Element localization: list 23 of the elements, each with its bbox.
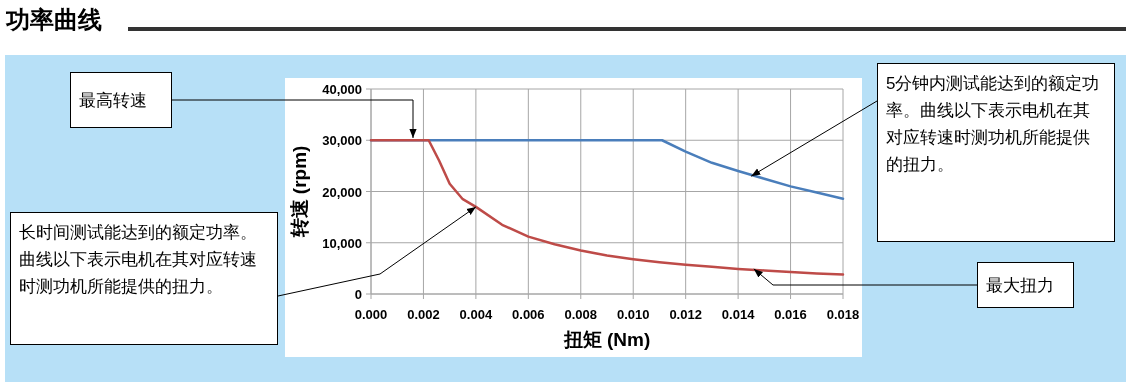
y-tick-label: 40,000 xyxy=(322,82,362,97)
annotation: 5分钟内测试能达到的额定功率。曲线以下表示电机在其对应转速时测功机所能提供的扭力。 xyxy=(877,63,1115,242)
text: 功率曲线 xyxy=(5,6,102,33)
x-tick-label: 0.016 xyxy=(774,307,807,322)
y-tick-label: 30,000 xyxy=(322,133,362,149)
x-tick-label: 0.010 xyxy=(616,307,650,322)
annotation: 最大扭力 xyxy=(977,262,1074,308)
x-tick-label: 0.004 xyxy=(459,307,493,322)
y-tick-label: 10,000 xyxy=(322,235,362,251)
x-tick-label: 0.012 xyxy=(669,307,702,322)
line-series xyxy=(369,139,845,276)
x-tick-label: 0.018 xyxy=(826,307,860,322)
x-tick-label: 0.014 xyxy=(721,307,756,322)
x-axis-title: 扭矩 (Nm) xyxy=(562,329,651,350)
x-tick-label: 0.008 xyxy=(564,307,598,322)
x-tick-label: 0.002 xyxy=(407,307,440,322)
y-tick-label: 0 xyxy=(354,287,362,302)
y-tick-label: 20,000 xyxy=(322,184,362,200)
text: 最高转速 xyxy=(70,72,172,128)
y-axis-title: 转速 (rpm) xyxy=(289,145,310,239)
x-tick-label: 0.006 xyxy=(512,307,545,322)
x-tick-label: 0.000 xyxy=(354,307,388,322)
annotation: 长时间测试能达到的额定功率。曲线以下表示电机在其对应转速时测功机所能提供的扭力。 xyxy=(10,212,278,345)
